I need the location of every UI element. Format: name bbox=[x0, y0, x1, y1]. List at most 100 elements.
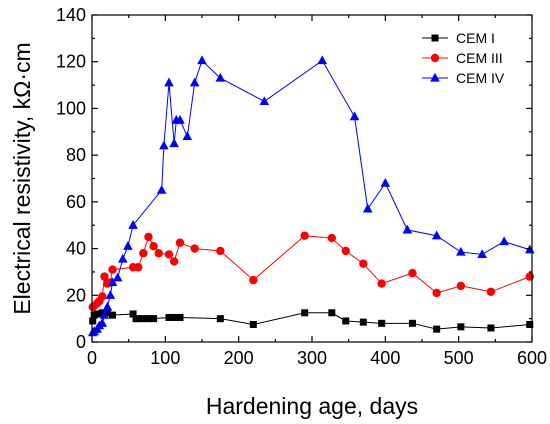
data-point-cem-iii bbox=[377, 279, 386, 288]
data-point-cem-iii bbox=[456, 281, 466, 291]
data-point-cem-i bbox=[216, 315, 224, 323]
data-point-cem-iii bbox=[175, 238, 185, 247]
legend-marker-cem-i bbox=[431, 34, 439, 42]
data-point-cem-i bbox=[176, 313, 184, 321]
series-line-cem-iv bbox=[92, 59, 530, 334]
data-point-cem-i bbox=[457, 323, 465, 331]
data-point-cem-iv bbox=[107, 277, 118, 287]
data-point-cem-iii bbox=[190, 244, 199, 253]
data-point-cem-iii bbox=[408, 268, 417, 278]
series-cem-iii bbox=[88, 231, 534, 312]
legend: CEM I CEM III CEM IV bbox=[422, 30, 505, 86]
data-point-cem-i bbox=[359, 318, 367, 326]
legend-marker-cem-iv bbox=[430, 72, 440, 82]
data-point-cem-iv bbox=[102, 301, 113, 311]
legend-item-cem-i: CEM I bbox=[422, 30, 495, 46]
data-point-cem-i bbox=[144, 315, 152, 323]
x-tick-label: 400 bbox=[370, 348, 400, 368]
data-point-cem-iv bbox=[215, 72, 226, 82]
legend-label-cem-iii: CEM III bbox=[456, 50, 503, 66]
data-point-cem-i bbox=[378, 319, 386, 327]
data-point-cem-iv bbox=[197, 55, 207, 65]
data-point-cem-iv bbox=[105, 290, 116, 299]
plot-area bbox=[87, 55, 535, 337]
data-point-cem-iii bbox=[164, 250, 174, 259]
data-point-cem-iv bbox=[123, 241, 133, 250]
data-point-cem-iii bbox=[139, 249, 148, 258]
data-point-cem-iv bbox=[402, 224, 413, 234]
data-point-cem-iii bbox=[108, 265, 117, 274]
data-point-cem-iv bbox=[118, 253, 128, 263]
data-point-cem-iv bbox=[97, 318, 108, 327]
legend-label-cem-i: CEM I bbox=[456, 30, 495, 46]
data-point-cem-i bbox=[165, 313, 173, 321]
data-point-cem-iii bbox=[300, 231, 309, 240]
data-point-cem-iv bbox=[456, 246, 466, 256]
data-point-cem-iii bbox=[134, 263, 143, 272]
y-tick-label: 140 bbox=[56, 5, 86, 25]
data-point-cem-i bbox=[89, 317, 97, 325]
x-tick-label: 0 bbox=[87, 348, 97, 368]
legend-item-cem-iii: CEM III bbox=[422, 50, 503, 66]
data-point-cem-i bbox=[526, 320, 534, 328]
data-point-cem-iv bbox=[159, 140, 169, 150]
data-point-cem-i bbox=[98, 309, 106, 317]
data-point-cem-iii bbox=[525, 272, 534, 281]
x-axis-title: Hardening age, days bbox=[206, 393, 418, 419]
legend-label-cem-iv: CEM IV bbox=[456, 70, 505, 86]
data-point-cem-i bbox=[134, 315, 142, 323]
data-point-cem-iv bbox=[349, 111, 360, 121]
y-tick-label: 0 bbox=[76, 332, 86, 352]
data-point-cem-iii bbox=[98, 292, 107, 301]
data-point-cem-iv bbox=[156, 184, 167, 194]
x-tick-label: 300 bbox=[297, 348, 327, 368]
data-point-cem-iii bbox=[327, 233, 336, 243]
legend-item-cem-iv: CEM IV bbox=[422, 70, 505, 86]
data-point-cem-iii bbox=[154, 249, 163, 258]
data-point-cem-i bbox=[109, 311, 117, 319]
data-point-cem-i bbox=[408, 319, 416, 327]
data-point-cem-iii bbox=[249, 275, 258, 285]
data-point-cem-iv bbox=[169, 138, 179, 148]
data-point-cem-iv bbox=[477, 249, 487, 259]
y-tick-label: 40 bbox=[66, 239, 86, 259]
data-point-cem-iv bbox=[99, 309, 110, 319]
data-point-cem-i bbox=[170, 313, 178, 321]
legend-marker-cem-iii bbox=[430, 53, 440, 63]
data-point-cem-iv bbox=[380, 177, 391, 187]
x-tick-label: 500 bbox=[444, 348, 474, 368]
data-point-cem-iii bbox=[144, 232, 153, 242]
data-point-cem-i bbox=[301, 309, 309, 317]
data-point-cem-iv bbox=[164, 77, 174, 87]
data-point-cem-iii bbox=[341, 246, 350, 256]
data-point-cem-iv bbox=[112, 272, 123, 282]
data-point-cem-iv bbox=[259, 96, 270, 106]
data-point-cem-iii bbox=[169, 257, 179, 266]
data-point-cem-iv bbox=[189, 77, 200, 87]
data-point-cem-i bbox=[328, 309, 336, 317]
data-point-cem-iii bbox=[359, 259, 368, 268]
data-point-cem-iv bbox=[317, 55, 328, 65]
data-point-cem-iii bbox=[149, 242, 158, 251]
axes: 0 100 200 300 400 500 600 0 20 40 60 80 100 120 140 bbox=[56, 5, 547, 368]
data-point-cem-i bbox=[129, 310, 137, 318]
data-point-cem-iv bbox=[128, 220, 138, 229]
y-tick-label: 120 bbox=[56, 52, 86, 72]
data-point-cem-iv bbox=[499, 236, 509, 246]
data-point-cem-i bbox=[342, 317, 350, 325]
data-point-cem-i bbox=[487, 324, 495, 332]
y-tick-label: 60 bbox=[66, 192, 86, 212]
series-cem-i bbox=[89, 309, 534, 333]
x-tick-label: 200 bbox=[224, 348, 254, 368]
y-tick-label: 80 bbox=[66, 145, 86, 165]
y-axis-title: Electrical resistivity, kΩ·cm bbox=[9, 42, 35, 314]
data-point-cem-iii bbox=[216, 246, 225, 256]
data-point-cem-i bbox=[433, 325, 441, 333]
data-point-cem-iv bbox=[362, 203, 373, 213]
data-point-cem-iv bbox=[431, 230, 442, 240]
data-point-cem-iii bbox=[486, 287, 496, 296]
data-point-cem-i bbox=[150, 315, 158, 323]
data-point-cem-iii bbox=[432, 288, 441, 298]
y-tick-label: 100 bbox=[56, 98, 86, 118]
